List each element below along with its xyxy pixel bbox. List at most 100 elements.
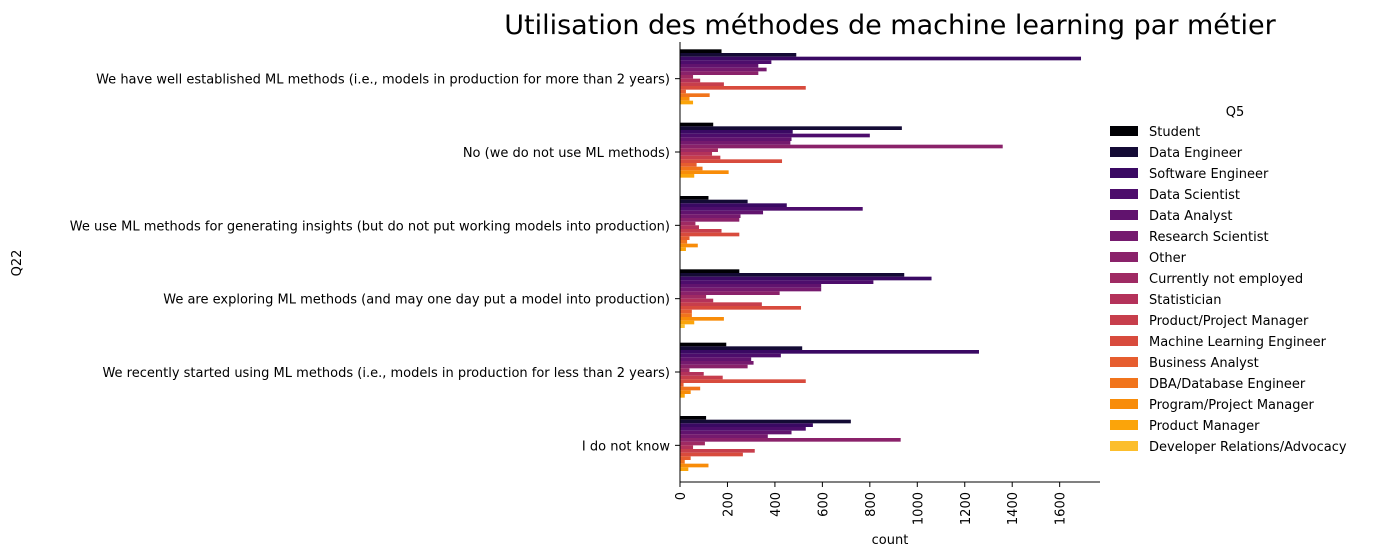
bar	[680, 71, 759, 75]
legend-label: DBA/Database Engineer	[1149, 377, 1306, 392]
bar	[680, 170, 729, 174]
bar	[680, 64, 759, 68]
legend-swatch	[1110, 273, 1138, 283]
bar	[680, 449, 755, 453]
bar	[680, 295, 707, 299]
legend-label: Data Engineer	[1149, 146, 1243, 161]
bar	[680, 276, 932, 281]
bar	[680, 441, 705, 446]
bar	[680, 229, 722, 233]
bar	[680, 163, 697, 167]
bar	[680, 342, 727, 347]
bar	[680, 130, 793, 134]
legend-label: Machine Learning Engineer	[1149, 335, 1327, 350]
bar	[680, 86, 806, 90]
bar	[680, 60, 772, 64]
bar	[680, 67, 767, 72]
legend-label: Statistician	[1149, 293, 1221, 308]
y-tick-label: We have well established ML methods (i.e…	[96, 73, 670, 88]
legend-label: Software Engineer	[1149, 167, 1269, 182]
bar	[680, 463, 709, 468]
bar	[680, 196, 709, 200]
legend-swatch	[1110, 357, 1138, 367]
x-tick-label: 800	[864, 492, 879, 517]
bar	[680, 423, 813, 427]
bar	[680, 298, 714, 303]
legend-swatch	[1110, 189, 1138, 199]
x-tick-label: 1600	[1054, 492, 1069, 525]
bar	[680, 207, 863, 211]
bar	[680, 53, 797, 57]
bar	[680, 430, 792, 435]
bar	[680, 364, 748, 369]
bar	[680, 346, 803, 350]
bar	[680, 82, 724, 86]
legend-title: Q5	[1226, 105, 1245, 120]
legend-label: Program/Project Manager	[1149, 398, 1314, 413]
bar	[680, 353, 781, 358]
bar	[680, 317, 724, 321]
x-tick-label: 400	[769, 492, 784, 517]
bar	[680, 287, 822, 292]
bar	[680, 416, 707, 420]
bar	[680, 133, 870, 138]
bar	[680, 368, 690, 372]
bar	[680, 243, 698, 248]
bar	[680, 232, 740, 237]
bar	[680, 394, 685, 398]
legend-swatch	[1110, 420, 1138, 430]
bar	[680, 203, 787, 207]
bar	[680, 89, 686, 94]
bar	[680, 49, 722, 53]
chart-title: Utilisation des méthodes de machine lear…	[504, 10, 1276, 41]
legend-label: Data Analyst	[1149, 209, 1232, 224]
legend-label: Student	[1149, 125, 1200, 140]
bar	[680, 280, 874, 284]
bar	[680, 269, 740, 273]
legend-swatch	[1110, 378, 1138, 388]
y-tick-label: I do not know	[582, 439, 670, 454]
x-axis-title: count	[872, 533, 909, 548]
bar	[680, 434, 768, 438]
bar	[680, 357, 752, 361]
bar	[680, 452, 743, 457]
bar	[680, 313, 692, 317]
bar	[680, 93, 710, 97]
bar	[680, 100, 694, 105]
bar	[680, 152, 713, 156]
x-tick-label: 0	[674, 492, 689, 500]
bar	[680, 137, 792, 141]
bar	[680, 155, 721, 160]
bar	[680, 302, 762, 306]
legend-label: Product Manager	[1149, 419, 1260, 434]
bar	[680, 419, 851, 424]
bar	[680, 456, 691, 460]
y-axis: We have well established ML methods (i.e…	[70, 42, 681, 482]
bar	[680, 97, 690, 101]
y-tick-label: We use ML methods for generating insight…	[70, 219, 670, 234]
bar	[680, 284, 822, 288]
legend-label: Developer Relations/Advocacy	[1149, 440, 1347, 455]
legend-label: Data Scientist	[1149, 188, 1240, 203]
legend-label: Other	[1149, 251, 1187, 266]
bar	[680, 240, 688, 244]
bars-layer	[680, 49, 1082, 471]
bar	[680, 78, 701, 83]
bar	[680, 166, 703, 171]
x-tick-label: 600	[816, 492, 831, 517]
bar	[680, 174, 695, 178]
bar	[680, 467, 689, 471]
bar	[680, 320, 695, 325]
y-tick-label: We recently started using ML methods (i.…	[102, 366, 670, 381]
bar	[680, 141, 791, 145]
bar	[680, 273, 905, 277]
legend-swatch	[1110, 252, 1138, 262]
bar	[680, 445, 694, 449]
bar	[680, 56, 1082, 61]
bar	[680, 214, 741, 218]
bar	[680, 221, 696, 226]
bar	[680, 218, 740, 222]
bar	[680, 460, 685, 464]
